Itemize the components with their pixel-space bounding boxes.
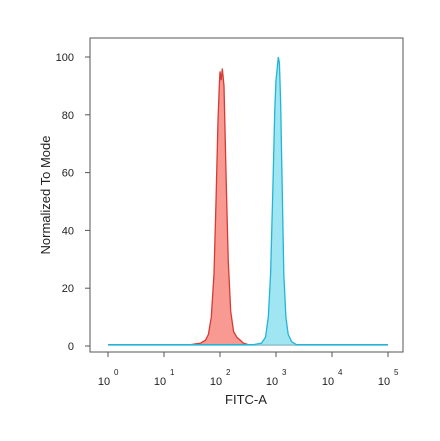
x-axis-title: FITC-A: [225, 392, 267, 407]
series-line-2: [108, 56, 388, 346]
y-tick-label: 40: [62, 225, 74, 237]
y-axis-title: Normalized To Mode: [38, 136, 53, 255]
x-tick-exponent: 0: [114, 368, 119, 377]
x-tick-exponent: 5: [394, 368, 399, 377]
x-tick-exponent: 3: [282, 368, 287, 377]
x-tick-label: 10: [154, 376, 166, 388]
plot-frame: [89, 37, 404, 353]
y-axis-ticks: 0 20 40 60 80 100: [56, 52, 90, 353]
y-tick-label: 80: [62, 110, 74, 122]
x-tick-exponent: 2: [226, 368, 231, 377]
x-tick-label: 10: [98, 376, 110, 388]
series-area-1: [108, 68, 388, 346]
x-tick-label: 10: [322, 376, 334, 388]
series-area-2: [108, 57, 388, 346]
x-tick-exponent: 1: [170, 368, 175, 377]
x-tick-exponent: 4: [338, 368, 343, 377]
series-line-1: [108, 68, 388, 346]
y-tick-label: 0: [68, 341, 74, 353]
series-layer: [108, 56, 388, 346]
y-tick-label: 100: [56, 52, 74, 64]
x-tick-label: 10: [378, 376, 390, 388]
x-tick-label: 10: [210, 376, 222, 388]
x-tick-label: 10: [266, 376, 278, 388]
y-tick-label: 60: [62, 168, 74, 180]
y-tick-label: 20: [62, 283, 74, 295]
x-axis-ticks: 10 0 10 1 10 2 10 3 10 4 10 5: [98, 352, 399, 388]
